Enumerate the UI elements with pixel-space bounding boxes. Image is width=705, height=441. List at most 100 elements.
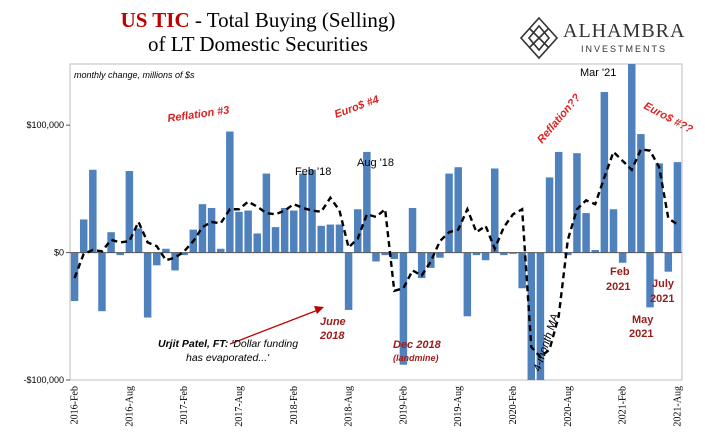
bar-series xyxy=(70,64,682,380)
x-tick-label: 2018-Aug xyxy=(344,386,355,427)
annotation-patel-quote-1: Urjit Patel, FT: 'Dollar funding xyxy=(158,338,298,350)
logo-subname: INVESTMENTS xyxy=(581,44,668,54)
bar xyxy=(381,252,389,256)
bar xyxy=(618,252,627,263)
bar xyxy=(290,210,298,253)
bar xyxy=(125,171,134,253)
bar xyxy=(153,252,161,266)
title-rest: - Total Buying (Selling) xyxy=(189,8,396,32)
patel-arrow-line xyxy=(229,309,319,345)
bar xyxy=(207,207,216,253)
bar xyxy=(171,252,179,271)
bar xyxy=(98,252,106,312)
annotation-may: May xyxy=(632,314,654,326)
bar xyxy=(280,207,289,253)
bar xyxy=(673,162,682,253)
alhambra-logo: ALHAMBRA INVESTMENTS xyxy=(519,16,699,62)
annotation-feb-18: Feb '18 xyxy=(295,166,331,178)
x-tick-label: 2017-Aug xyxy=(234,386,245,427)
bar xyxy=(335,224,344,253)
bar xyxy=(582,213,590,253)
chart-title: US TIC - Total Buying (Selling) of LT Do… xyxy=(78,8,438,56)
annotation-june: June xyxy=(320,316,346,328)
bar xyxy=(235,211,243,253)
bar xyxy=(427,252,435,268)
bar xyxy=(299,173,307,253)
bar xyxy=(344,252,353,310)
bar xyxy=(591,250,599,253)
bar xyxy=(545,177,554,253)
annotation-feb: Feb xyxy=(610,266,630,278)
bar xyxy=(353,209,362,253)
x-tick-label: 2016-Aug xyxy=(124,386,135,427)
bar xyxy=(491,168,499,253)
bar xyxy=(143,252,152,318)
bar xyxy=(527,252,536,380)
x-tick-label: 2020-Feb xyxy=(508,386,519,424)
bar xyxy=(454,167,462,253)
bar xyxy=(271,227,280,253)
annotation-4-month-ma: 4-month MA xyxy=(531,312,561,373)
x-axis-ticks: 2016-Feb 2016-Aug 2017-Feb 2017-Aug 2018-Feb… xyxy=(70,386,684,427)
bar xyxy=(262,173,271,253)
title-line-2: of LT Domestic Securities xyxy=(148,32,368,56)
alhambra-logo-icon xyxy=(519,16,559,60)
bar xyxy=(536,252,545,380)
bar xyxy=(216,248,225,253)
bar xyxy=(116,252,124,256)
bar xyxy=(134,228,143,253)
bar xyxy=(655,163,663,253)
bar xyxy=(226,131,234,253)
annotation-euro-4: Euro$ #4 xyxy=(333,94,381,121)
annotation-july-year: 2021 xyxy=(650,293,674,305)
title-prefix: US TIC xyxy=(120,8,190,32)
annotation-may-year: 2021 xyxy=(629,328,653,340)
y-axis-ticks: $100,000 $0 -$100,000 xyxy=(23,120,70,385)
annotation-patel-name: Urjit Patel, FT: xyxy=(158,338,231,350)
chart-subtitle: monthly change, millions of $s xyxy=(74,70,195,80)
title-line-1: US TIC - Total Buying (Selling) xyxy=(78,8,438,32)
annotation-reflation-qq: Reflation?? xyxy=(535,92,583,146)
plot-frame xyxy=(69,63,683,381)
bar xyxy=(637,134,645,253)
moving-average-line xyxy=(73,148,679,359)
annotation-patel-quote-2: has evaporated...' xyxy=(186,352,270,364)
bar xyxy=(326,224,335,253)
annotation-july: July xyxy=(652,278,675,290)
x-tick-label: 2018-Feb xyxy=(289,386,300,424)
x-tick-label: 2017-Feb xyxy=(179,386,190,424)
bar xyxy=(554,151,563,253)
annotation-euro-qq: Euro$ #?? xyxy=(642,100,695,136)
y-tick-label: $100,000 xyxy=(26,120,64,130)
bar xyxy=(664,252,673,272)
bar xyxy=(363,151,371,253)
x-tick-label: 2020-Aug xyxy=(563,386,574,427)
bar xyxy=(399,252,408,365)
bar xyxy=(162,248,170,253)
bar xyxy=(472,252,481,256)
bar xyxy=(628,64,636,253)
annotation-2018: 2018 xyxy=(319,330,345,342)
bar xyxy=(500,252,508,256)
bar xyxy=(107,232,115,253)
annotation-mar-21: Mar '21 xyxy=(580,67,616,79)
bar xyxy=(646,252,654,308)
bar xyxy=(436,252,444,258)
x-tick-label: 2021-Feb xyxy=(618,386,629,424)
x-tick-label: 2019-Aug xyxy=(453,386,464,427)
bar xyxy=(445,173,453,253)
annotation-reflation-3: Reflation #3 xyxy=(167,104,230,125)
bar xyxy=(308,169,316,253)
x-tick-label: 2016-Feb xyxy=(70,386,81,424)
annotation-aug-18: Aug '18 xyxy=(357,157,394,169)
bar xyxy=(481,252,490,261)
patel-arrow-head xyxy=(314,306,324,314)
x-tick-label: 2019-Feb xyxy=(398,386,409,424)
bar xyxy=(518,252,526,289)
bar xyxy=(408,207,417,253)
bar xyxy=(417,252,426,279)
bar xyxy=(317,225,325,253)
y-tick-label: $0 xyxy=(54,248,64,258)
bar xyxy=(253,233,261,253)
